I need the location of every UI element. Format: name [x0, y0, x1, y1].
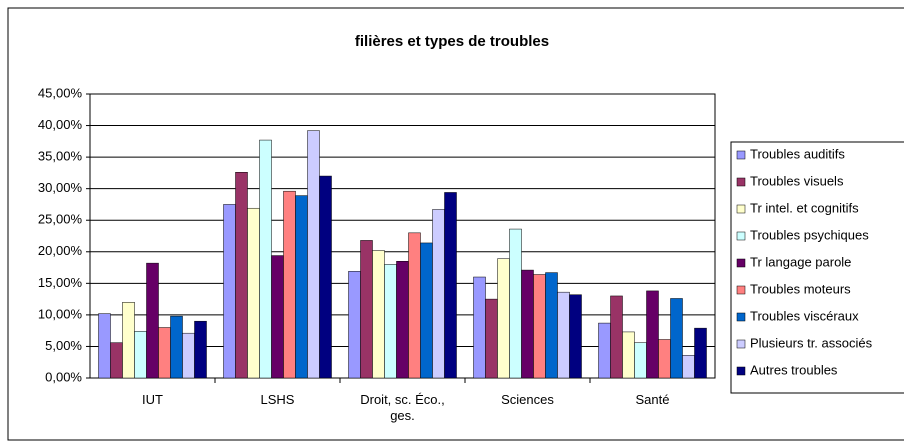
legend-swatch	[736, 204, 746, 214]
bar	[473, 276, 486, 379]
y-tick-label: 20,00%	[38, 243, 83, 258]
bar	[396, 260, 409, 379]
bar	[122, 302, 135, 379]
bar	[360, 240, 373, 379]
y-tick-label: 25,00%	[38, 212, 83, 227]
bar	[194, 320, 207, 379]
bar	[557, 291, 570, 379]
bar	[146, 262, 159, 379]
bar	[307, 130, 320, 379]
bar	[521, 269, 534, 379]
bar	[694, 327, 707, 379]
legend-swatch	[736, 366, 746, 376]
legend-swatch	[736, 258, 746, 268]
bar	[319, 175, 332, 379]
bar	[158, 327, 171, 379]
legend-label: Troubles visuels	[750, 173, 844, 188]
y-tick-label: 5,00%	[45, 338, 82, 353]
bar	[408, 232, 421, 379]
bar	[223, 204, 236, 379]
x-tick-label: Droit, sc. Éco., ges.	[360, 392, 445, 423]
bar	[372, 250, 385, 379]
x-tick-label: IUT	[142, 392, 163, 407]
legend-swatch	[736, 150, 746, 160]
bar	[384, 264, 397, 379]
y-tick-label: 30,00%	[38, 180, 83, 195]
bar	[271, 255, 284, 379]
legend-label: Troubles viscéraux	[750, 308, 859, 323]
bar	[170, 315, 183, 379]
legend-label: Troubles moteurs	[750, 281, 851, 296]
y-tick-label: 45,00%	[38, 85, 83, 100]
bar	[533, 274, 546, 379]
bar	[658, 339, 671, 379]
legend-label: Troubles psychiques	[750, 227, 869, 242]
bar	[283, 190, 296, 379]
bar	[420, 242, 433, 379]
bar	[182, 332, 195, 379]
legend-swatch	[736, 231, 746, 241]
bar	[235, 172, 248, 379]
y-tick-label: 15,00%	[38, 275, 83, 290]
y-tick-label: 10,00%	[38, 306, 83, 321]
bar	[432, 209, 445, 379]
x-tick-label: Santé	[635, 392, 670, 407]
bar	[497, 258, 510, 379]
bar	[646, 290, 659, 379]
bar	[110, 342, 123, 379]
bar	[622, 331, 635, 379]
legend-label: Troubles auditifs	[750, 146, 845, 161]
bar	[485, 298, 498, 379]
legend-label: Tr intel. et cognitifs	[750, 200, 859, 215]
legend-label: Plusieurs tr. associés	[750, 335, 873, 350]
bar	[247, 207, 260, 379]
bar	[295, 195, 308, 379]
bar	[598, 322, 611, 379]
y-tick-label: 40,00%	[38, 117, 83, 132]
bar	[634, 342, 647, 379]
legend-swatch	[736, 177, 746, 187]
bar	[545, 272, 558, 379]
y-tick-label: 0,00%	[45, 369, 82, 384]
bar	[569, 294, 582, 379]
bar	[348, 271, 361, 379]
bar	[98, 313, 111, 379]
chart-title: filières et types de troubles	[355, 33, 549, 50]
bar	[670, 298, 683, 379]
bar	[259, 139, 272, 379]
bar	[509, 228, 522, 379]
legend-swatch	[736, 285, 746, 295]
legend-label: Autres troubles	[750, 362, 838, 377]
x-tick-label: LSHS	[260, 392, 295, 407]
bar	[682, 355, 695, 379]
legend-box	[730, 141, 904, 394]
bar	[134, 331, 147, 379]
bar	[610, 295, 623, 379]
bar	[444, 192, 457, 379]
legend-label: Tr langage parole	[750, 254, 851, 269]
legend-swatch	[736, 312, 746, 322]
legend-swatch	[736, 339, 746, 349]
y-tick-label: 35,00%	[38, 149, 83, 164]
x-tick-label: Sciences	[501, 392, 554, 407]
